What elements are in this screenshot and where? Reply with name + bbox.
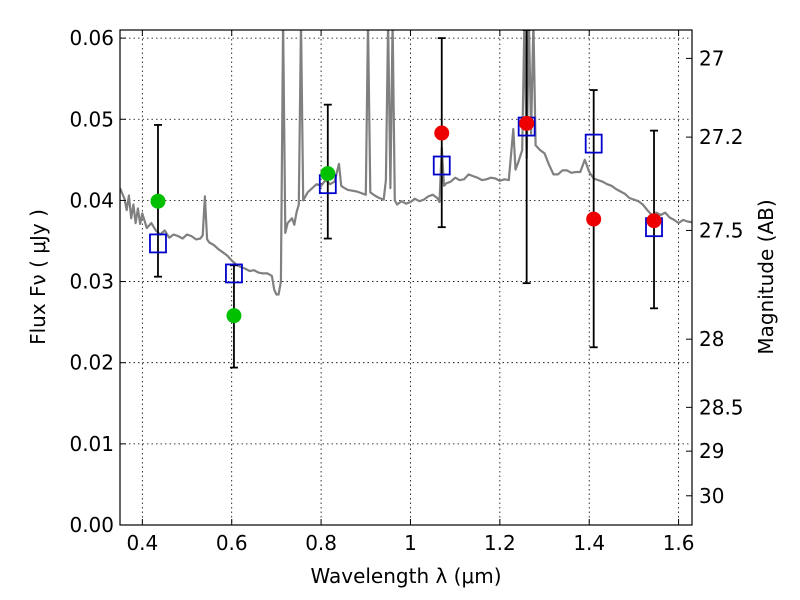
- x-tick-label: 0.6: [216, 531, 248, 555]
- observed-flux-point: [434, 125, 450, 141]
- y2-tick-label: 28: [699, 327, 724, 351]
- x-tick-label: 1.2: [484, 531, 516, 555]
- y2-tick-label: 27.5: [699, 218, 744, 242]
- x-tick-label: 1.4: [573, 531, 605, 555]
- observed-flux-point: [150, 193, 166, 209]
- y2-tick-label: 29: [699, 439, 724, 463]
- y2-tick-label: 27.2: [699, 125, 744, 149]
- model-flux-square: [225, 263, 243, 284]
- x-tick-label: 1: [404, 531, 417, 555]
- y2-tick-label: 28.5: [699, 395, 744, 419]
- observed-flux-point: [646, 213, 662, 229]
- grid-lines: [120, 30, 692, 526]
- x-axis-label: Wavelength λ (μm): [310, 564, 501, 588]
- plot-background: [120, 30, 692, 525]
- model-flux-square: [432, 155, 451, 176]
- observed-flux-point: [519, 115, 535, 131]
- axis-ticks: 0.4 0.6 0.8 1 1.2 1.4 1.6 0.00 0.01 0.02 0.03 0.04 0…: [69, 26, 743, 555]
- model-spectrum-line: [120, 30, 692, 296]
- observed-flux-point: [320, 166, 336, 182]
- y2-axis-label: Magnitude (AB): [754, 199, 778, 354]
- y-axis-label: Flux Fν ( μJy ): [26, 209, 50, 345]
- y-tick-label: 0.03: [69, 270, 114, 294]
- x-tick-label: 0.8: [305, 531, 337, 555]
- plot-area: [120, 30, 692, 369]
- y-tick-label: 0.01: [69, 432, 114, 456]
- y2-tick-label: 30: [699, 484, 724, 508]
- observed-flux-point: [226, 308, 242, 324]
- x-tick-label: 0.4: [126, 531, 158, 555]
- plot-frame: [119, 29, 693, 526]
- x-tick-label: 1.6: [663, 531, 695, 555]
- y-tick-label: 0.05: [69, 107, 114, 131]
- y-tick-label: 0.00: [69, 513, 114, 537]
- model-flux-square: [149, 233, 167, 254]
- y-tick-label: 0.04: [69, 188, 114, 212]
- y2-tick-label: 27: [699, 46, 724, 70]
- model-flux-square: [584, 133, 603, 154]
- y-tick-label: 0.02: [69, 351, 114, 375]
- observed-flux-point: [586, 211, 602, 227]
- y-tick-label: 0.06: [69, 26, 114, 50]
